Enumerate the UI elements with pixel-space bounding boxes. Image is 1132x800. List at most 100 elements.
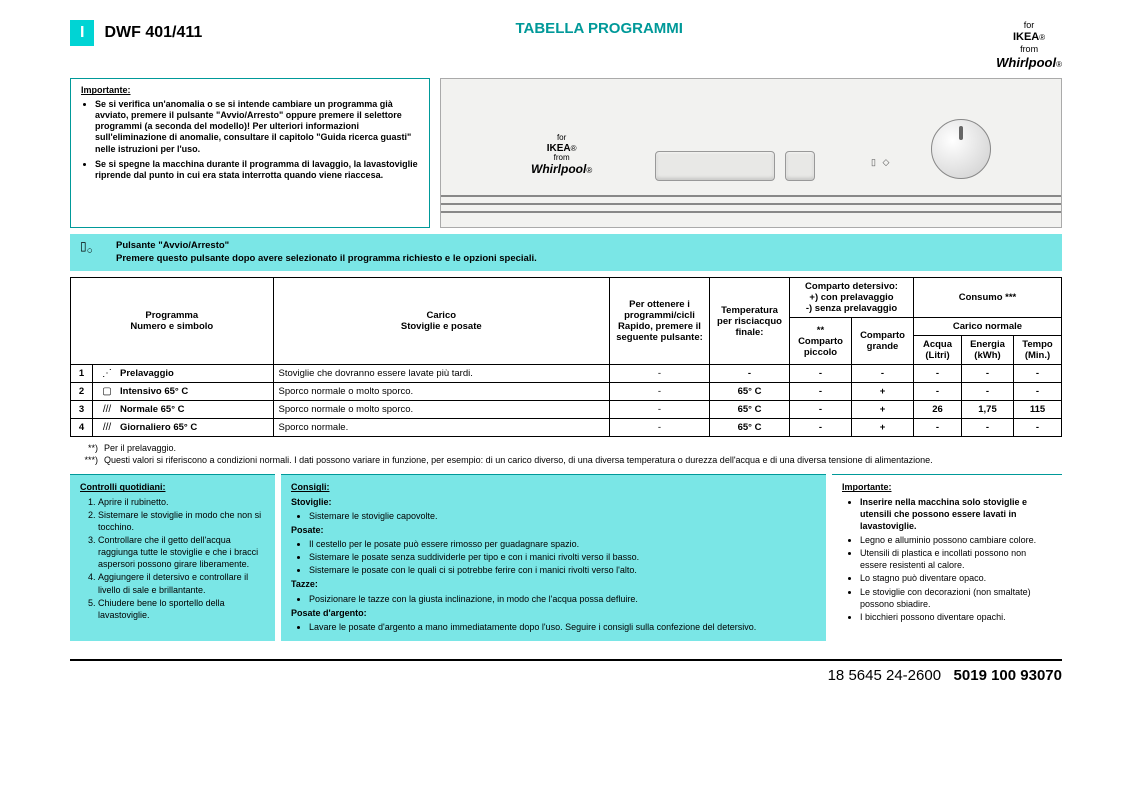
- argento-list: Lavare le posate d'argento a mano immedi…: [291, 621, 816, 633]
- table-row: 3///Normale 65° CSporco normale o molto …: [71, 401, 1062, 419]
- energia-cell: -: [962, 365, 1014, 383]
- importante-item: Se si spegne la macchina durante il prog…: [95, 159, 419, 182]
- list-item: Le stoviglie con decorazioni (non smalta…: [860, 586, 1052, 610]
- start-instruction-text: Pulsante "Avvio/Arresto" Premere questo …: [116, 240, 537, 265]
- load-cell: Sporco normale o molto sporco.: [273, 383, 609, 401]
- page-title: TABELLA PROGRAMMI: [515, 20, 682, 37]
- th-det-piccolo: ** Comparto piccolo: [790, 318, 852, 365]
- temp-cell: 65° C: [710, 401, 790, 419]
- det-piccolo-cell: -: [790, 383, 852, 401]
- panel-option-button-graphic: [785, 151, 815, 181]
- panel-decorative-lines: [441, 189, 1061, 217]
- subhead-argento: Posate d'argento:: [291, 607, 816, 619]
- acqua-cell: -: [914, 419, 962, 437]
- energia-cell: -: [962, 383, 1014, 401]
- importante2-items: Legno e alluminio possono cambiare color…: [842, 534, 1052, 623]
- control-panel-illustration: for IKEA® from Whirlpool® ▯ ◇: [440, 78, 1062, 228]
- row-number: 1: [71, 365, 93, 383]
- brand-from: from: [1020, 44, 1038, 54]
- footnote-text: Questi valori si riferiscono a condizion…: [104, 455, 933, 467]
- footnote-mark: ***): [70, 455, 98, 467]
- th-carico-normale: Carico normale: [914, 318, 1062, 336]
- brand-ikea: IKEA: [1013, 31, 1039, 43]
- rapido-cell: -: [610, 383, 710, 401]
- program-icon: ▢: [98, 386, 116, 397]
- rapido-cell: -: [610, 365, 710, 383]
- importante2-lead: Inserire nella macchina solo stoviglie e…: [860, 496, 1052, 532]
- list-item: Chiudere bene lo sportello della lavasto…: [98, 597, 265, 621]
- subhead-stoviglie: Stoviglie:: [291, 496, 816, 508]
- importante2-list: Inserire nella macchina solo stoviglie e…: [842, 496, 1052, 532]
- footnotes: **) Per il prelavaggio. ***) Questi valo…: [70, 443, 1062, 466]
- temp-cell: 65° C: [710, 419, 790, 437]
- panel-brand: for IKEA® from Whirlpool®: [531, 134, 592, 176]
- tempo-cell: -: [1014, 365, 1062, 383]
- row-number: 2: [71, 383, 93, 401]
- start-button-instruction: ▯○ Pulsante "Avvio/Arresto" Premere ques…: [70, 234, 1062, 271]
- program-name: ▢Intensivo 65° C: [93, 383, 274, 401]
- bottom-tips: Controlli quotidiani: Aprire il rubinett…: [70, 474, 1062, 641]
- model-number: DWF 401/411: [104, 24, 202, 42]
- th-consumo: Consumo ***: [914, 278, 1062, 318]
- stoviglie-list: Sistemare le stoviglie capovolte.: [291, 510, 816, 522]
- th-energia: Energia (kWh): [962, 336, 1014, 365]
- panel-icons: ▯ ◇: [871, 157, 891, 168]
- importante-box: Importante: Se si verifica un'anomalia o…: [70, 78, 430, 228]
- footer: 18 5645 24-2600 5019 100 93070: [70, 659, 1062, 684]
- th-det-grande: Comparto grande: [852, 318, 914, 365]
- th-detersivo: Comparto detersivo: +) con prelavaggio -…: [790, 278, 914, 318]
- footnote-text: Per il prelavaggio.: [104, 443, 176, 455]
- brand-whirlpool: Whirlpool: [996, 55, 1056, 70]
- program-name: ⋰Prelavaggio: [93, 365, 274, 383]
- th-tempo: Tempo (Min.): [1014, 336, 1062, 365]
- controlli-box: Controlli quotidiani: Aprire il rubinett…: [70, 474, 275, 641]
- energia-cell: 1,75: [962, 401, 1014, 419]
- load-cell: Sporco normale.: [273, 419, 609, 437]
- program-icon: ///: [98, 422, 116, 433]
- tempo-cell: 115: [1014, 401, 1062, 419]
- th-rapido: Per ottenere i programmi/cicli Rapido, p…: [610, 278, 710, 365]
- consigli-heading: Consigli:: [291, 481, 816, 493]
- det-grande-cell: +: [852, 401, 914, 419]
- acqua-cell: -: [914, 365, 962, 383]
- list-item: Sistemare le posate senza suddividerle p…: [309, 551, 816, 563]
- importante-list: Se si verifica un'anomalia o se si inten…: [81, 99, 419, 182]
- list-item: Aggiungere il detersivo e controllare il…: [98, 571, 265, 595]
- program-table: Programma Numero e simbolo Carico Stovig…: [70, 277, 1062, 437]
- rapido-cell: -: [610, 401, 710, 419]
- list-item: Lo stagno può diventare opaco.: [860, 572, 1052, 584]
- temp-cell: 65° C: [710, 383, 790, 401]
- table-row: 1⋰PrelavaggioStoviglie che dovranno esse…: [71, 365, 1062, 383]
- panel-start-button-graphic: [655, 151, 775, 181]
- header-left: I DWF 401/411: [70, 20, 202, 46]
- program-icon: ///: [98, 404, 116, 415]
- det-piccolo-cell: -: [790, 401, 852, 419]
- importante-item: Se si verifica un'anomalia o se si inten…: [95, 99, 419, 155]
- language-badge: I: [70, 20, 94, 46]
- acqua-cell: -: [914, 383, 962, 401]
- top-row: Importante: Se si verifica un'anomalia o…: [70, 78, 1062, 228]
- list-item: Legno e alluminio possono cambiare color…: [860, 534, 1052, 546]
- rapido-cell: -: [610, 419, 710, 437]
- header: I DWF 401/411 TABELLA PROGRAMMI for IKEA…: [70, 20, 1062, 70]
- posate-list: Il cestello per le posate può essere rim…: [291, 538, 816, 576]
- controlli-heading: Controlli quotidiani:: [80, 481, 265, 493]
- list-item: Sistemare le stoviglie in modo che non s…: [98, 509, 265, 533]
- reg-mark-2: ®: [1056, 60, 1062, 69]
- list-item: Il cestello per le posate può essere rim…: [309, 538, 816, 550]
- row-number: 4: [71, 419, 93, 437]
- consigli-box: Consigli: Stoviglie: Sistemare le stovig…: [281, 474, 826, 641]
- program-icon: ⋰: [98, 368, 116, 379]
- table-row: 4///Giornaliero 65° CSporco normale.-65°…: [71, 419, 1062, 437]
- footer-code-right: 5019 100 93070: [954, 667, 1062, 684]
- acqua-cell: 26: [914, 401, 962, 419]
- th-temp: Temperatura per risciacquo finale:: [710, 278, 790, 365]
- load-cell: Sporco normale o molto sporco.: [273, 401, 609, 419]
- temp-cell: -: [710, 365, 790, 383]
- energia-cell: -: [962, 419, 1014, 437]
- importante2-box: Importante: Inserire nella macchina solo…: [832, 474, 1062, 641]
- th-carico: Carico Stoviglie e posate: [273, 278, 609, 365]
- list-item: Posizionare le tazze con la giusta incli…: [309, 593, 816, 605]
- th-programma: Programma Numero e simbolo: [71, 278, 274, 365]
- tempo-cell: -: [1014, 383, 1062, 401]
